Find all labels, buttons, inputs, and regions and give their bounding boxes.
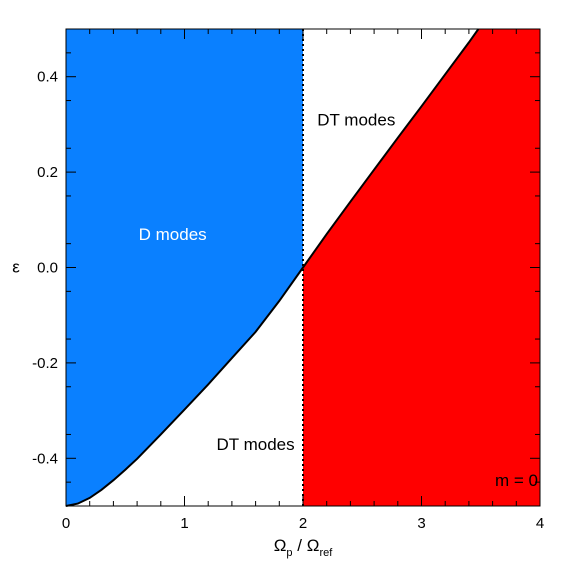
- region-label: D modes: [139, 225, 207, 244]
- y-axis-label: ε: [12, 258, 20, 277]
- red-region: [303, 29, 540, 506]
- x-tick-label: 3: [417, 515, 425, 532]
- y-tick-label: 0.0: [37, 260, 58, 277]
- x-axis-label-sub1: p: [286, 547, 292, 559]
- x-tick-label: 0: [62, 515, 70, 532]
- y-tick-label: -0.4: [32, 450, 58, 467]
- x-axis-label: Ωp / Ωref: [274, 536, 334, 559]
- d-modes-region: [66, 29, 303, 506]
- region-label: DT modes: [317, 111, 395, 130]
- region-labels: D modes DT modes DT modes m = 0: [139, 111, 538, 490]
- x-tick-label: 2: [299, 515, 307, 532]
- x-axis-label-sub2: ref: [319, 547, 333, 559]
- boundary-curve: [65, 28, 480, 507]
- x-tick-label: 4: [536, 515, 544, 532]
- y-tick-label: 0.4: [37, 69, 58, 86]
- x-axis-label-main: Ω: [274, 536, 287, 555]
- region-label: DT modes: [217, 435, 295, 454]
- region-label: m = 0: [495, 471, 538, 490]
- x-tick-label: 1: [180, 515, 188, 532]
- axis-ticks: 0 1 2 3 4 -0.4 -0.2 0.0 0.2 0.4: [32, 29, 544, 532]
- y-tick-label: 0.2: [37, 164, 58, 181]
- regions-layer: [66, 29, 540, 506]
- y-tick-label: -0.2: [32, 355, 58, 372]
- x-axis-label-mid: / Ω: [293, 536, 320, 555]
